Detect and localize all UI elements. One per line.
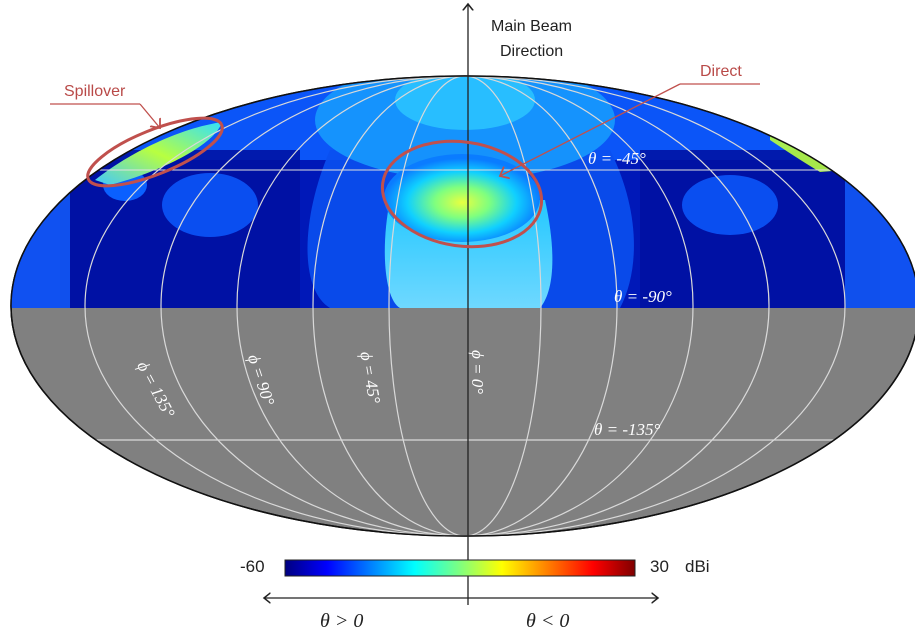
direct-label: Direct xyxy=(700,63,742,80)
phi-0-label: ϕ = 0° xyxy=(468,350,487,395)
colorbar-unit-label: dBi xyxy=(685,557,710,576)
colorbar-max-label: 30 xyxy=(650,557,669,576)
meridian-grid xyxy=(11,76,915,536)
theta-minus-45-label: θ = -45° xyxy=(588,149,646,168)
theta-minus-135-label: θ = -135° xyxy=(594,420,661,439)
direct-outline xyxy=(380,139,544,249)
radiation-pattern xyxy=(11,76,915,308)
spillover-leader xyxy=(139,103,160,128)
theta-negative-label: θ < 0 xyxy=(526,610,570,632)
direct-leader xyxy=(500,83,681,176)
theta-minus-90-label: θ = -90° xyxy=(614,287,672,306)
main-beam-title-line1: Main Beam xyxy=(491,18,572,35)
theta-positive-label: θ > 0 xyxy=(320,610,364,632)
spillover-outline xyxy=(86,116,224,188)
spillover-label: Spillover xyxy=(64,83,126,100)
colorbar-min-label: -60 xyxy=(240,557,265,576)
colorbar xyxy=(284,559,636,577)
main-beam-title-line2: Direction xyxy=(500,43,564,60)
